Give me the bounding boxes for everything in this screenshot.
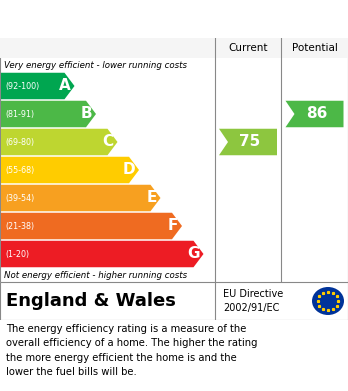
Text: E: E xyxy=(146,190,157,206)
Text: (21-38): (21-38) xyxy=(5,221,34,231)
Text: (81-91): (81-91) xyxy=(5,109,34,118)
Text: England & Wales: England & Wales xyxy=(6,292,176,310)
Text: Potential: Potential xyxy=(292,43,338,53)
Polygon shape xyxy=(1,101,96,127)
Text: F: F xyxy=(168,219,178,233)
Text: B: B xyxy=(80,106,92,122)
Text: Not energy efficient - higher running costs: Not energy efficient - higher running co… xyxy=(4,271,187,280)
Text: Energy Efficiency Rating: Energy Efficiency Rating xyxy=(10,10,239,28)
Bar xyxy=(0,38,348,58)
Text: EU Directive
2002/91/EC: EU Directive 2002/91/EC xyxy=(223,289,283,312)
Text: (92-100): (92-100) xyxy=(5,81,39,90)
Text: (69-80): (69-80) xyxy=(5,138,34,147)
Polygon shape xyxy=(1,73,74,99)
Text: Current: Current xyxy=(228,43,268,53)
Text: The energy efficiency rating is a measure of the
overall efficiency of a home. T: The energy efficiency rating is a measur… xyxy=(6,324,258,377)
Polygon shape xyxy=(1,157,139,183)
Polygon shape xyxy=(1,213,182,239)
Text: G: G xyxy=(187,246,199,262)
Polygon shape xyxy=(1,241,204,267)
Text: 86: 86 xyxy=(306,106,327,122)
Text: D: D xyxy=(122,163,135,178)
Text: C: C xyxy=(102,135,113,149)
Text: (39-54): (39-54) xyxy=(5,194,34,203)
Text: A: A xyxy=(59,79,71,93)
Ellipse shape xyxy=(312,287,344,315)
Polygon shape xyxy=(1,129,118,155)
Text: Very energy efficient - lower running costs: Very energy efficient - lower running co… xyxy=(4,61,187,70)
Text: 75: 75 xyxy=(239,135,261,149)
Text: (1-20): (1-20) xyxy=(5,249,29,258)
Polygon shape xyxy=(1,185,160,211)
Polygon shape xyxy=(219,129,277,155)
Text: (55-68): (55-68) xyxy=(5,165,34,174)
Polygon shape xyxy=(285,101,343,127)
